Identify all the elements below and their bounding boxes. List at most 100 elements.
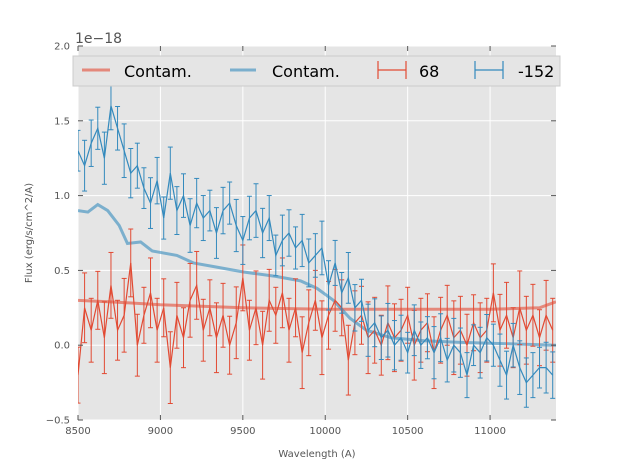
errorbar [115, 299, 121, 361]
errorbar [240, 216, 246, 265]
errorbar [510, 322, 516, 368]
y-tick-label: −0.5 [46, 416, 70, 427]
legend-label: Contam. [272, 62, 340, 81]
errorbar [161, 278, 167, 338]
errorbar [332, 239, 338, 286]
errorbar [411, 304, 417, 357]
errorbar [174, 186, 180, 235]
errorbar [352, 284, 358, 332]
errorbar [82, 272, 88, 344]
errorbar [187, 262, 193, 338]
errorbar [95, 270, 101, 330]
errorbar [88, 119, 94, 167]
axis-ticks: 8500 9000 9500 10000 10500 11000 −0.5 0.0 0.5 1.0… [46, 42, 556, 437]
errorbar [233, 286, 239, 360]
errorbar [451, 317, 457, 373]
x-tick-label: 9000 [148, 426, 173, 437]
errorbar [543, 341, 549, 394]
errorbar [345, 252, 351, 304]
plot-background [78, 46, 556, 420]
x-axis-label: Wavelength (A) [278, 449, 355, 460]
y-axis-label: Flux (erg/s/cm^2/A) [24, 183, 35, 283]
errorbar [391, 320, 397, 371]
errorbar [220, 282, 226, 348]
errorbar [82, 139, 88, 192]
errorbar [457, 327, 463, 378]
errorbar [517, 340, 523, 395]
errorbar [115, 105, 121, 151]
errorbar [273, 286, 279, 344]
errorbar [438, 313, 444, 363]
errorbar [504, 350, 510, 400]
errorbar [194, 250, 200, 320]
y-tick-label: 0.5 [54, 266, 70, 277]
errorbar [345, 324, 351, 396]
errorbar [293, 226, 299, 270]
errorbar [286, 297, 292, 363]
errorbar [484, 314, 490, 362]
errorbar [161, 196, 167, 240]
errorbar [523, 357, 529, 408]
y-tick-label: 1.5 [54, 116, 70, 127]
errorbar [227, 181, 233, 225]
errorbar [260, 207, 266, 259]
errorbar [359, 278, 365, 322]
errorbar [444, 337, 450, 383]
errorbar [200, 298, 206, 362]
errorbar [121, 277, 127, 353]
errorbar [213, 207, 219, 259]
errorbar [95, 106, 101, 150]
errorbar [167, 331, 173, 405]
errorbar [279, 214, 285, 267]
errorbar [365, 303, 371, 357]
errorbar [148, 177, 154, 229]
errorbar [299, 316, 305, 390]
errorbar [550, 351, 556, 399]
errorbar [306, 238, 312, 288]
errorbar [471, 324, 477, 367]
errorbar [266, 195, 272, 242]
x-tick-label: 10500 [392, 426, 424, 437]
errorbar [220, 186, 226, 235]
x-tick-label: 11000 [474, 426, 506, 437]
errorbar [319, 300, 325, 376]
offset-text: 1e−18 [75, 31, 122, 47]
errorbar [134, 313, 140, 377]
errorbar [477, 326, 483, 379]
errorbar [253, 270, 259, 346]
errorbar [167, 146, 173, 200]
errorbar [490, 263, 496, 323]
errorbar [266, 268, 272, 332]
errorbar [78, 346, 81, 404]
errorbar [121, 123, 127, 179]
errorbar [246, 195, 252, 241]
errorbar [207, 189, 213, 232]
errorbar [326, 260, 332, 311]
errorbar [128, 148, 134, 199]
errorbar [385, 302, 391, 358]
errorbar [148, 257, 154, 329]
errorbar [312, 233, 318, 278]
x-tick-label: 10000 [309, 426, 341, 437]
errorbar [319, 220, 325, 276]
errorbar [174, 281, 180, 349]
errorbar [418, 321, 424, 369]
x-tick-label: 8500 [65, 426, 90, 437]
data-marks [78, 81, 556, 408]
contam-line [78, 298, 556, 311]
errorbar [299, 213, 305, 268]
y-tick-label: 1.0 [54, 191, 70, 202]
legend-label: 68 [419, 62, 439, 81]
errorbar [253, 183, 259, 238]
errorbar [537, 346, 543, 389]
errorbar [154, 297, 160, 363]
contam-line [78, 202, 556, 347]
errorbar [398, 314, 404, 361]
errorbar [200, 195, 206, 242]
errorbar [246, 299, 252, 361]
legend-label: Contam. [124, 62, 192, 81]
errorbar [141, 167, 147, 209]
errorbar [101, 301, 107, 375]
errorbar [213, 302, 219, 374]
